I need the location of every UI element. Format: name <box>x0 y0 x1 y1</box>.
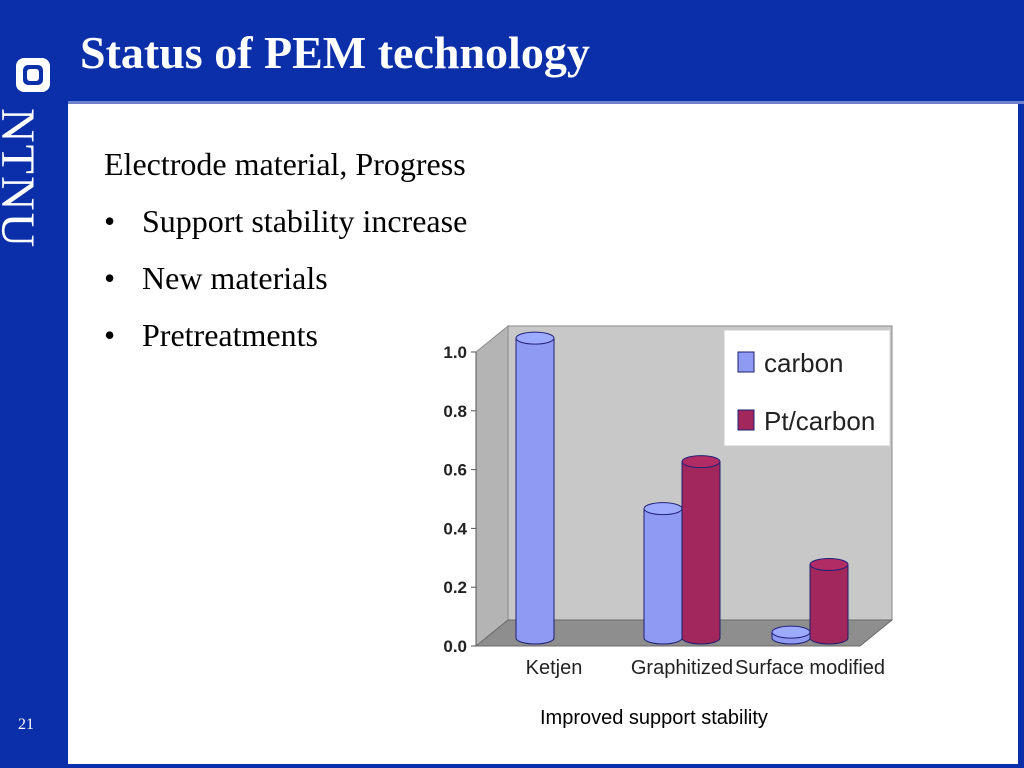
bar-carbon-graphitized <box>643 502 683 645</box>
bar-carbon-surface-modified <box>771 625 811 645</box>
legend-swatch <box>737 351 755 373</box>
chart-caption: Improved support stability <box>540 707 768 729</box>
chart-side-wall <box>475 324 509 648</box>
bar-body <box>515 337 555 645</box>
bar-top <box>643 502 683 516</box>
page-title: Status of PEM technology <box>80 27 590 78</box>
bullet-item: Support stability increase <box>104 193 467 250</box>
x-tick-label: Ketjen <box>526 657 583 679</box>
bar-body <box>643 508 683 645</box>
bar-body <box>809 564 849 645</box>
y-tick-label: 0.6 <box>443 461 467 480</box>
x-tick-label: Graphitized <box>631 657 733 679</box>
support-stability-chart: 0.0 0.2 0.4 0.6 0.8 1.0 Ketjen Graphitized Surfa… <box>420 316 930 696</box>
bullet-list: Support stability increase New materials… <box>104 193 467 364</box>
bar-carbon-ketjen <box>515 331 555 645</box>
bottom-border <box>68 764 1024 768</box>
slide-content: Electrode material, Progress Support sta… <box>104 136 467 364</box>
y-tick-label: 0.0 <box>443 637 467 656</box>
bar-top <box>681 455 721 469</box>
legend-label: carbon <box>764 348 844 378</box>
y-tick-label: 0.2 <box>443 578 467 597</box>
y-tick-label: 1.0 <box>443 343 467 362</box>
right-border <box>1018 104 1024 768</box>
chart-svg: 0.0 0.2 0.4 0.6 0.8 1.0 Ketjen Graphitized Surfa… <box>443 324 894 679</box>
bar-top <box>515 331 555 345</box>
bar-Pt-carbon-graphitized <box>681 455 721 645</box>
x-tick-label: Surface modified <box>735 657 885 679</box>
logo-text: NTNU <box>0 108 44 250</box>
bullet-item: Pretreatments <box>104 307 467 364</box>
legend-swatch <box>737 409 755 431</box>
sidebar-band <box>0 0 68 768</box>
content-heading: Electrode material, Progress <box>104 146 466 182</box>
bar-top <box>771 625 811 639</box>
y-tick-label: 0.8 <box>443 402 467 421</box>
ntnu-logo-icon <box>16 58 50 92</box>
bullet-item: New materials <box>104 250 467 307</box>
y-tick-label: 0.4 <box>443 519 467 538</box>
legend-label: Pt/carbon <box>764 406 875 436</box>
bar-top <box>809 558 849 571</box>
page-number: 21 <box>18 716 34 733</box>
bar-Pt-carbon-surface-modified <box>809 558 849 645</box>
title-bar <box>68 0 1024 101</box>
bar-body <box>681 461 721 645</box>
title-divider <box>68 101 1024 104</box>
